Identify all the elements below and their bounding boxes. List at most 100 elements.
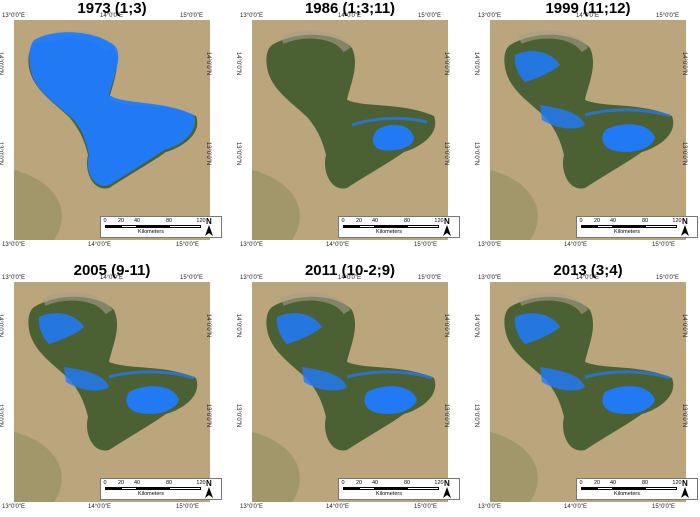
lon-label: 13°0'0"E: [2, 13, 26, 19]
map-panel: 2011 (10-2;9) 13°0'0"E 14°0'0"E 15°0'0"E…: [235, 262, 462, 516]
north-label: N: [682, 217, 688, 226]
lat-label: 13°0'0"N: [443, 403, 450, 428]
lat-label: 13°0'0"N: [235, 141, 242, 166]
lat-label: 14°0'0"N: [681, 313, 688, 338]
lon-label: 14°0'0"E: [576, 275, 600, 281]
scale-tick: 40: [609, 480, 617, 486]
lon-label: 14°0'0"E: [326, 504, 350, 510]
lon-label: 15°0'0"E: [652, 504, 676, 510]
map-frame: 0 20 40 80 120 Kilometers N: [14, 282, 222, 502]
scale-tick: 20: [593, 218, 601, 224]
scale-bar: 0 20 40 80 120 Kilometers N: [576, 216, 698, 238]
lon-label: 13°0'0"E: [478, 242, 502, 248]
lake-map-image: [14, 20, 210, 240]
lake-map-image: [14, 282, 210, 502]
lon-label: 15°0'0"E: [414, 504, 438, 510]
scale-tick: 20: [355, 218, 363, 224]
north-label: N: [682, 479, 688, 488]
scale-bar: 0 20 40 80 120 Kilometers N: [100, 216, 222, 238]
panel-title: 1999 (11;12): [545, 0, 631, 17]
lat-label: 13°0'0"N: [0, 403, 4, 428]
lon-label: 13°0'0"E: [478, 504, 502, 510]
scale-tick: 80: [641, 480, 649, 486]
scale-tick: 20: [117, 218, 125, 224]
lon-label: 15°0'0"E: [180, 13, 204, 19]
north-label: N: [206, 479, 212, 488]
lat-label: 14°0'0"N: [235, 51, 242, 76]
north-arrow-icon: [205, 487, 213, 498]
scale-tick: 80: [403, 218, 411, 224]
scale-tick: 80: [403, 480, 411, 486]
scale-tick: 20: [117, 480, 125, 486]
scale-tick: 40: [371, 480, 379, 486]
lat-label: 13°0'0"N: [0, 141, 4, 166]
lat-label: 14°0'0"N: [443, 51, 450, 76]
lat-label: 14°0'0"N: [205, 51, 212, 76]
map-panel: 1999 (11;12) 13°0'0"E 14°0'0"E 15°0'0"E …: [473, 0, 700, 254]
lake-map-image: [490, 20, 686, 240]
scale-tick: 0: [103, 480, 107, 486]
lon-label: 14°0'0"E: [564, 242, 588, 248]
scale-bar: 0 20 40 80 120 Kilometers N: [576, 478, 698, 500]
panel-title: 2005 (9-11): [73, 262, 151, 279]
map-frame: 0 20 40 80 120 Kilometers N: [490, 282, 698, 502]
north-label: N: [444, 479, 450, 488]
scale-unit: Kilometers: [376, 229, 402, 235]
lon-label: 14°0'0"E: [100, 13, 124, 19]
lake-map-image: [252, 282, 448, 502]
scale-tick: 0: [579, 218, 583, 224]
lat-label: 13°0'0"N: [443, 141, 450, 166]
lon-label: 13°0'0"E: [2, 504, 26, 510]
scale-unit: Kilometers: [138, 491, 164, 497]
lon-label: 13°0'0"E: [240, 242, 264, 248]
lat-label: 14°0'0"N: [473, 313, 480, 338]
scale-tick: 0: [579, 480, 583, 486]
scale-tick: 0: [341, 480, 345, 486]
lon-label: 15°0'0"E: [656, 275, 680, 281]
lat-label: 14°0'0"N: [443, 313, 450, 338]
lon-label: 14°0'0"E: [100, 275, 124, 281]
north-arrow-icon: [205, 225, 213, 236]
lon-label: 15°0'0"E: [656, 13, 680, 19]
lon-label: 15°0'0"E: [180, 275, 204, 281]
lat-label: 14°0'0"N: [235, 313, 242, 338]
lon-label: 14°0'0"E: [88, 242, 112, 248]
lon-label: 15°0'0"E: [652, 242, 676, 248]
lon-label: 14°0'0"E: [564, 504, 588, 510]
scale-tick: 80: [165, 480, 173, 486]
scale-tick: 20: [593, 480, 601, 486]
lon-label: 14°0'0"E: [88, 504, 112, 510]
north-arrow-icon: [443, 487, 451, 498]
scale-tick: 120: [434, 218, 444, 224]
lon-label: 15°0'0"E: [418, 275, 442, 281]
lat-label: 13°0'0"N: [205, 403, 212, 428]
lon-label: 13°0'0"E: [2, 275, 26, 281]
scale-tick: 40: [133, 218, 141, 224]
scale-bar: 0 20 40 80 120 Kilometers N: [338, 478, 460, 500]
lon-label: 13°0'0"E: [240, 504, 264, 510]
map-frame: 0 20 40 80 120 Kilometers N: [14, 20, 222, 240]
lon-label: 15°0'0"E: [176, 242, 200, 248]
scale-tick: 0: [103, 218, 107, 224]
lon-label: 13°0'0"E: [478, 275, 502, 281]
lon-label: 13°0'0"E: [240, 275, 264, 281]
north-label: N: [206, 217, 212, 226]
scale-tick: 80: [641, 218, 649, 224]
map-panel: 1973 (1;3) 13°0'0"E 14°0'0"E 15°0'0"E 0 2…: [0, 0, 224, 254]
panel-title: 2011 (10-2;9): [304, 262, 396, 279]
scale-tick: 120: [672, 480, 682, 486]
scale-bar: 0 20 40 80 120 Kilometers N: [338, 216, 460, 238]
panel-title: 1986 (1;3;11): [304, 0, 396, 17]
panel-title: 1973 (1;3): [77, 0, 147, 17]
north-label: N: [444, 217, 450, 226]
lat-label: 14°0'0"N: [205, 313, 212, 338]
lon-label: 15°0'0"E: [414, 242, 438, 248]
lat-label: 14°0'0"N: [0, 51, 4, 76]
scale-bar: 0 20 40 80 120 Kilometers N: [100, 478, 222, 500]
lat-label: 14°0'0"N: [473, 51, 480, 76]
scale-tick: 20: [355, 480, 363, 486]
lon-label: 13°0'0"E: [240, 13, 264, 19]
scale-tick: 120: [196, 218, 206, 224]
map-panel: 2005 (9-11) 13°0'0"E 14°0'0"E 15°0'0"E 0…: [0, 262, 224, 516]
lon-label: 13°0'0"E: [2, 242, 26, 248]
